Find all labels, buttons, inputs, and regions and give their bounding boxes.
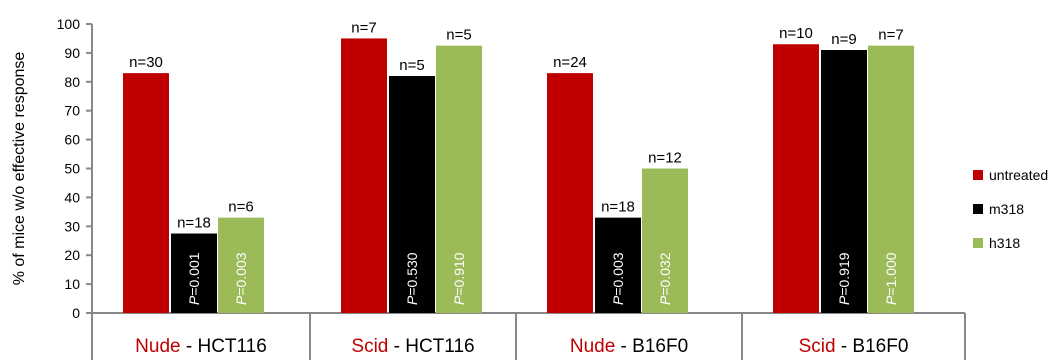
bar-m318 <box>821 50 867 313</box>
category-labels: Nude - HCT116 Scid - HCT116 Nude - B16F0 Sc… <box>135 336 908 357</box>
legend-label-m318: m318 <box>989 201 1024 217</box>
legend: untreated m318 h318 <box>973 167 1048 251</box>
bar-untreated <box>547 73 593 313</box>
p-value-label: P=1.000 <box>883 252 899 305</box>
y-tick-label: 100 <box>57 16 81 32</box>
p-value-label: P=0.003 <box>610 252 626 305</box>
category-label: Nude - HCT116 <box>135 336 267 357</box>
y-tick-label: 50 <box>64 161 80 177</box>
bar-h318 <box>436 45 482 314</box>
y-tick-label: 30 <box>64 218 80 234</box>
bar-h318 <box>218 217 264 313</box>
legend-swatch-untreated <box>973 170 983 180</box>
p-value-label: P=0.910 <box>451 252 467 305</box>
n-label: n=30 <box>129 54 163 71</box>
legend-swatch-m318 <box>973 204 983 214</box>
n-label: n=7 <box>351 19 376 36</box>
p-value-label: P=0.032 <box>657 252 673 305</box>
y-tick-label: 80 <box>64 74 80 90</box>
bar-h318 <box>642 168 688 313</box>
y-tick-label: 90 <box>64 45 80 61</box>
y-tick-label: 70 <box>64 103 80 119</box>
n-label: n=10 <box>779 25 813 42</box>
p-value-label: P=0.001 <box>186 252 202 305</box>
y-tick-label: 40 <box>64 189 80 205</box>
y-tick-label: 20 <box>64 247 80 263</box>
legend-swatch-h318 <box>973 238 983 248</box>
n-label: n=5 <box>399 57 424 74</box>
p-value-label: P=0.003 <box>233 252 249 305</box>
n-label: n=12 <box>648 150 682 167</box>
n-label: n=7 <box>878 27 903 44</box>
y-axis-label: % of mice w/o effective response <box>11 52 28 286</box>
legend-label-untreated: untreated <box>989 167 1048 183</box>
y-tick-label: 60 <box>64 132 80 148</box>
category-label: Scid - B16F0 <box>799 336 909 357</box>
bar-h318 <box>868 45 914 314</box>
y-axis-label-group: % of mice w/o effective response <box>11 52 28 286</box>
p-value-label: P=0.530 <box>404 252 420 305</box>
bar-untreated <box>773 44 819 313</box>
p-value-label: P=0.919 <box>836 252 852 305</box>
legend-label-h318: h318 <box>989 235 1020 251</box>
y-tick-label: 0 <box>72 305 80 321</box>
category-label: Nude - B16F0 <box>570 336 688 357</box>
n-label: n=9 <box>831 31 856 48</box>
n-label: n=18 <box>177 215 211 232</box>
bar-untreated <box>341 38 387 313</box>
n-label: n=5 <box>446 27 471 44</box>
n-label: n=24 <box>553 54 587 71</box>
category-label: Scid - HCT116 <box>351 336 474 357</box>
y-tick-label: 10 <box>64 276 80 292</box>
n-label: n=18 <box>601 199 635 216</box>
n-label: n=6 <box>228 199 253 216</box>
bars: n=30 n=18 P=0.001 n=6 P=0.003 n=7 n=5 P=0.530 n=… <box>123 19 914 314</box>
bar-m318 <box>171 233 217 313</box>
bar-m318 <box>595 217 641 313</box>
bar-m318 <box>389 76 435 314</box>
bar-untreated <box>123 73 169 313</box>
